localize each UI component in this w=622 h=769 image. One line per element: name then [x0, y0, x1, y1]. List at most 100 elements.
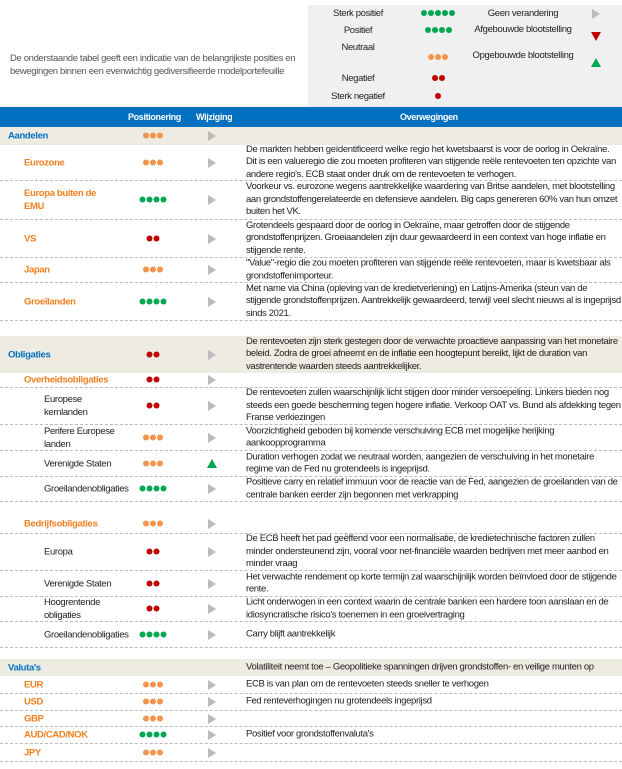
table-row: Japan "Value"-regio die zou moeten profit…	[0, 257, 622, 283]
table-row: Overheidsobligaties	[0, 373, 622, 388]
positioning-dots	[435, 93, 441, 99]
positioning-dots	[139, 298, 167, 304]
header-change: Wijziging	[196, 112, 233, 122]
row-label: Obligaties	[8, 349, 51, 360]
positioning-dots	[143, 460, 163, 466]
section-row: Valuta's Volatiliteit neemt toe – Geopoli…	[0, 659, 622, 676]
table-row: Europa De ECB heeft het pad geëffend voor…	[0, 533, 622, 571]
legend-level-label: Negatief	[341, 73, 375, 84]
positioning-cell	[139, 195, 167, 206]
considerations-text: Voorkeur vs. eurozone wegens aantrekkeli…	[246, 181, 618, 218]
change-cell	[207, 629, 217, 640]
positioning-dots	[143, 266, 163, 273]
arrow-right-icon	[208, 349, 216, 360]
positioning-dots	[143, 434, 163, 440]
considerations-text: De rentevoeten zijn sterk gestegen door …	[246, 335, 618, 372]
intro-text: De onderstaande tabel geeft een indicati…	[10, 53, 296, 77]
triangle-down-legend	[586, 32, 606, 45]
considerations-text: Voorzichtigheid geboden bij komende vers…	[246, 424, 555, 449]
change-cell	[207, 432, 217, 443]
dot	[146, 402, 153, 409]
table-row: Verenigde Staten Het verwachte rendement …	[0, 571, 622, 597]
dot	[157, 749, 163, 755]
table-row: AUD/CAD/NOK Positief voor grondstoffenval…	[0, 727, 622, 744]
dot	[146, 580, 153, 586]
considerations-text: Grotendeels gespaard door de oorlog in O…	[246, 219, 606, 256]
arrow-right-icon	[208, 195, 216, 205]
arrow-right-icon	[208, 375, 216, 385]
positioning-cell	[146, 578, 160, 589]
considerations-text: Fed renteverhogingen nu grotendeels inge…	[246, 695, 432, 707]
change-cell	[207, 233, 217, 244]
table-row: Eurozone De markten hebben geïdentificeer…	[0, 144, 622, 181]
table-row: JPY	[0, 744, 622, 762]
row-label: Europa	[44, 546, 73, 558]
change-cell	[207, 747, 217, 758]
arrow-right-icon	[208, 401, 216, 411]
row-label: USD	[24, 696, 44, 708]
dot	[150, 159, 156, 165]
change-cell	[207, 578, 217, 589]
header-considerations: Overwegingen	[400, 112, 458, 122]
dot	[153, 731, 160, 738]
positioning-cell	[143, 157, 163, 168]
dot	[146, 298, 153, 304]
change-cell	[207, 157, 217, 168]
dot	[153, 376, 160, 383]
dot	[146, 235, 153, 241]
dot	[157, 266, 163, 273]
positioning-cell	[146, 604, 160, 615]
positioning-cell	[139, 296, 167, 307]
row-label: Perifere Europese landen	[44, 425, 115, 450]
row-label: Overheidsobligaties	[24, 374, 109, 386]
row-label: Eurozone	[24, 157, 65, 168]
dot	[143, 159, 149, 165]
considerations-text: Met name via China (opleving van de kred…	[246, 282, 621, 319]
row-label: Europese kernlanden	[44, 394, 88, 418]
triangle-down-icon	[591, 32, 601, 41]
positioning-cell	[146, 401, 160, 412]
dot	[146, 631, 153, 637]
dot	[153, 402, 160, 409]
dot	[157, 434, 163, 440]
table-row: GBP	[0, 711, 622, 727]
considerations-text: Licht onderwogen in een context waarin d…	[246, 596, 609, 620]
positioning-dots	[421, 10, 455, 16]
positioning-dots	[143, 715, 163, 721]
dot	[424, 27, 431, 33]
dot	[157, 159, 163, 165]
dot	[150, 434, 156, 440]
change-cell	[207, 401, 217, 411]
dot	[150, 266, 156, 273]
considerations-text: Positieve carry en relatief immuun voor …	[246, 476, 618, 500]
table-row: Verenigde Staten Duration verhogen zodat …	[0, 451, 622, 477]
positioning-cell	[146, 349, 160, 360]
arrow-right-icon	[208, 730, 216, 740]
considerations-text: Carry blijft aantrekkelijk	[246, 628, 336, 640]
positioning-cell	[146, 375, 160, 386]
positioning-cell	[143, 713, 163, 724]
arrow-right-icon	[208, 713, 216, 724]
dot	[153, 548, 160, 555]
positioning-cell	[143, 458, 163, 469]
change-cell	[207, 349, 217, 360]
dot	[146, 731, 153, 738]
legend: Sterk positief Positief Neutraal Negatief St…	[308, 5, 622, 107]
dot	[146, 605, 153, 612]
dot	[143, 434, 149, 440]
positioning-cell	[143, 131, 163, 142]
row-label: Europa buiten de EMU	[24, 188, 96, 212]
arrow-right-icon	[208, 233, 216, 244]
legend-dots	[408, 8, 468, 20]
arrow-right-legend	[586, 9, 606, 23]
dot	[139, 485, 146, 492]
dot	[139, 196, 146, 203]
row-label: EUR	[24, 679, 44, 690]
table-row: Groeilanden Met name via China (opleving …	[0, 283, 622, 321]
positioning-cell	[143, 679, 163, 690]
dot	[150, 681, 156, 687]
dot	[143, 681, 149, 687]
arrow-right-icon	[208, 697, 216, 707]
dot	[146, 548, 153, 555]
dot	[143, 715, 149, 721]
